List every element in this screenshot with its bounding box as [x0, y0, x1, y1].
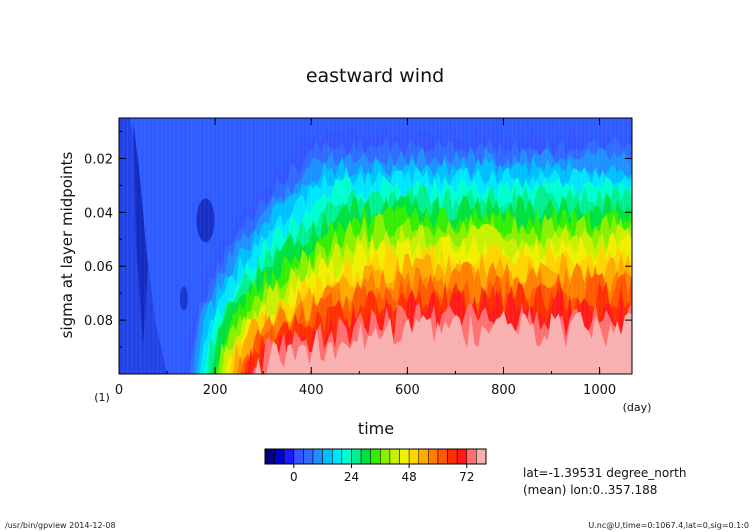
- colorbar-tick-label: 72: [459, 470, 474, 484]
- footer-left: /usr/bin/gpview 2014-12-08: [5, 521, 116, 530]
- colorbar-swatch: [293, 448, 304, 465]
- colorbar-swatch: [437, 448, 448, 465]
- footer-right: U.nc@U,time=0:1067.4,lat=0,sig=0.1:0: [588, 521, 749, 530]
- colorbar-swatch: [351, 448, 362, 465]
- y-tick-label: 0.02: [84, 152, 113, 167]
- colorbar-swatch: [399, 448, 410, 465]
- plot-frame: [118, 117, 633, 375]
- x-tick-label: 600: [395, 383, 420, 398]
- colorbar-swatch: [322, 448, 333, 465]
- colorbar-tick-label: 24: [344, 470, 359, 484]
- colorbar-swatch: [332, 448, 343, 465]
- colorbar-swatch: [370, 448, 381, 465]
- colorbar-frame: [264, 448, 487, 465]
- colorbar-swatch: [264, 448, 275, 465]
- x-axis-label: time: [358, 419, 394, 438]
- colorbar: 0 24 48 72: [264, 448, 487, 484]
- x-ticks: 0 200 400 600 800 1000: [115, 118, 616, 398]
- easterly-patch-small: [179, 286, 188, 311]
- easterly-patch: [196, 198, 215, 243]
- x-tick-label: 1000: [583, 383, 616, 398]
- x-tick-label: 800: [491, 383, 516, 398]
- colorbar-swatch: [341, 448, 352, 465]
- colorbar-swatch: [476, 448, 487, 465]
- colorbar-swatch: [418, 448, 429, 465]
- colorbar-swatch: [389, 448, 400, 465]
- mean-annotation: (mean) lon:0..357.188: [523, 483, 657, 497]
- colorbar-swatch: [456, 448, 468, 465]
- y-ticks: 0.02 0.04 0.06 0.08: [84, 130, 632, 375]
- x-unit-label: (day): [623, 401, 652, 414]
- chart-title: eastward wind: [306, 65, 444, 87]
- colorbar-swatch: [312, 448, 323, 465]
- colorbar-swatch: [274, 448, 285, 465]
- colorbar-swatch: [283, 448, 295, 465]
- x-tick-label: 400: [299, 383, 324, 398]
- y-tick-label: 0.04: [84, 206, 113, 221]
- y-unit-label: (1): [94, 391, 110, 404]
- y-tick-label: 0.06: [84, 260, 113, 275]
- colorbar-swatch: [428, 448, 439, 465]
- plot-area: [118, 117, 633, 375]
- colorbar-swatch: [380, 448, 391, 465]
- y-axis-label: sigma at layer midpoints: [58, 151, 76, 338]
- colorbar-tick-label: 48: [401, 470, 416, 484]
- latitude-annotation: lat=-1.39531 degree_north: [523, 466, 686, 480]
- x-tick-label: 0: [115, 383, 123, 398]
- y-tick-label: 0.08: [84, 314, 113, 329]
- colorbar-swatch: [466, 448, 477, 465]
- colorbar-tick-label: 0: [290, 470, 298, 484]
- colorbar-swatch: [360, 448, 371, 465]
- colorbar-swatch: [447, 448, 458, 465]
- colorbar-swatch: [408, 448, 419, 465]
- x-tick-label: 200: [203, 383, 228, 398]
- contour-band-76: [255, 310, 632, 374]
- easterly-core: [133, 120, 148, 348]
- colorbar-swatch: [303, 448, 314, 465]
